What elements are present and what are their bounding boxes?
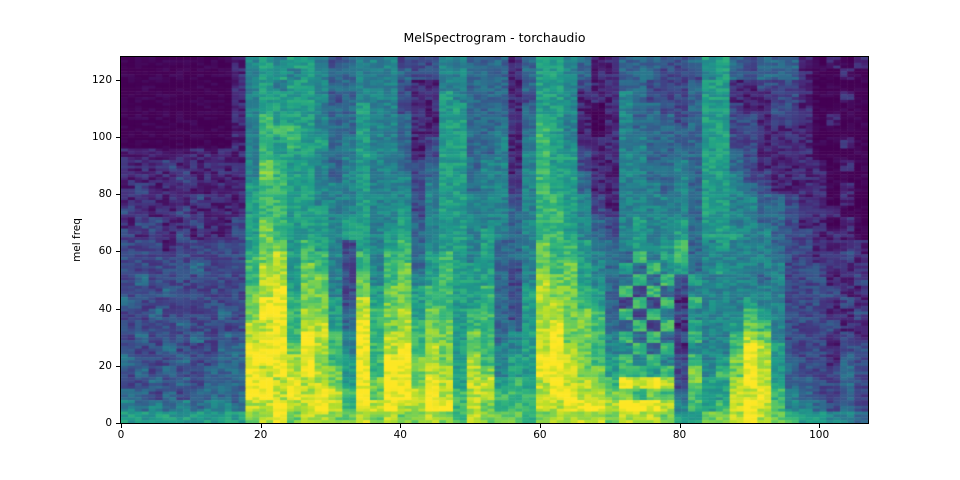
- x-tick-mark: [819, 424, 821, 428]
- chart-title: MelSpectrogram - torchaudio: [403, 30, 586, 45]
- plot-area: [120, 56, 869, 424]
- y-tick-label: 60: [98, 245, 112, 258]
- x-tick-label: 60: [533, 429, 547, 441]
- y-tick-mark: [116, 308, 120, 310]
- spectrogram-heatmap: [121, 57, 868, 423]
- y-tick-label: 80: [98, 188, 112, 201]
- y-tick-mark: [116, 365, 120, 367]
- x-tick-mark: [121, 424, 122, 428]
- y-tick-label: 0: [105, 417, 112, 429]
- x-tick-label: 100: [809, 429, 830, 441]
- x-tick-label: 20: [253, 429, 268, 441]
- y-tick-mark: [116, 79, 120, 81]
- y-tick-label: 20: [98, 359, 112, 372]
- y-tick-label: 120: [91, 73, 112, 86]
- x-tick-label: 0: [117, 429, 125, 441]
- x-tick-mark: [260, 424, 262, 428]
- y-tick-label: 100: [91, 131, 112, 144]
- y-tick-mark: [116, 137, 120, 139]
- y-tick-mark: [116, 194, 120, 196]
- x-tick-mark: [539, 424, 541, 428]
- x-tick-label: 40: [393, 429, 407, 441]
- y-tick-label: 40: [98, 302, 112, 315]
- y-tick-mark: [116, 251, 120, 253]
- x-tick-label: 80: [672, 429, 687, 441]
- x-tick-mark: [679, 424, 681, 428]
- y-tick-mark: [116, 423, 120, 424]
- x-tick-mark: [400, 424, 402, 428]
